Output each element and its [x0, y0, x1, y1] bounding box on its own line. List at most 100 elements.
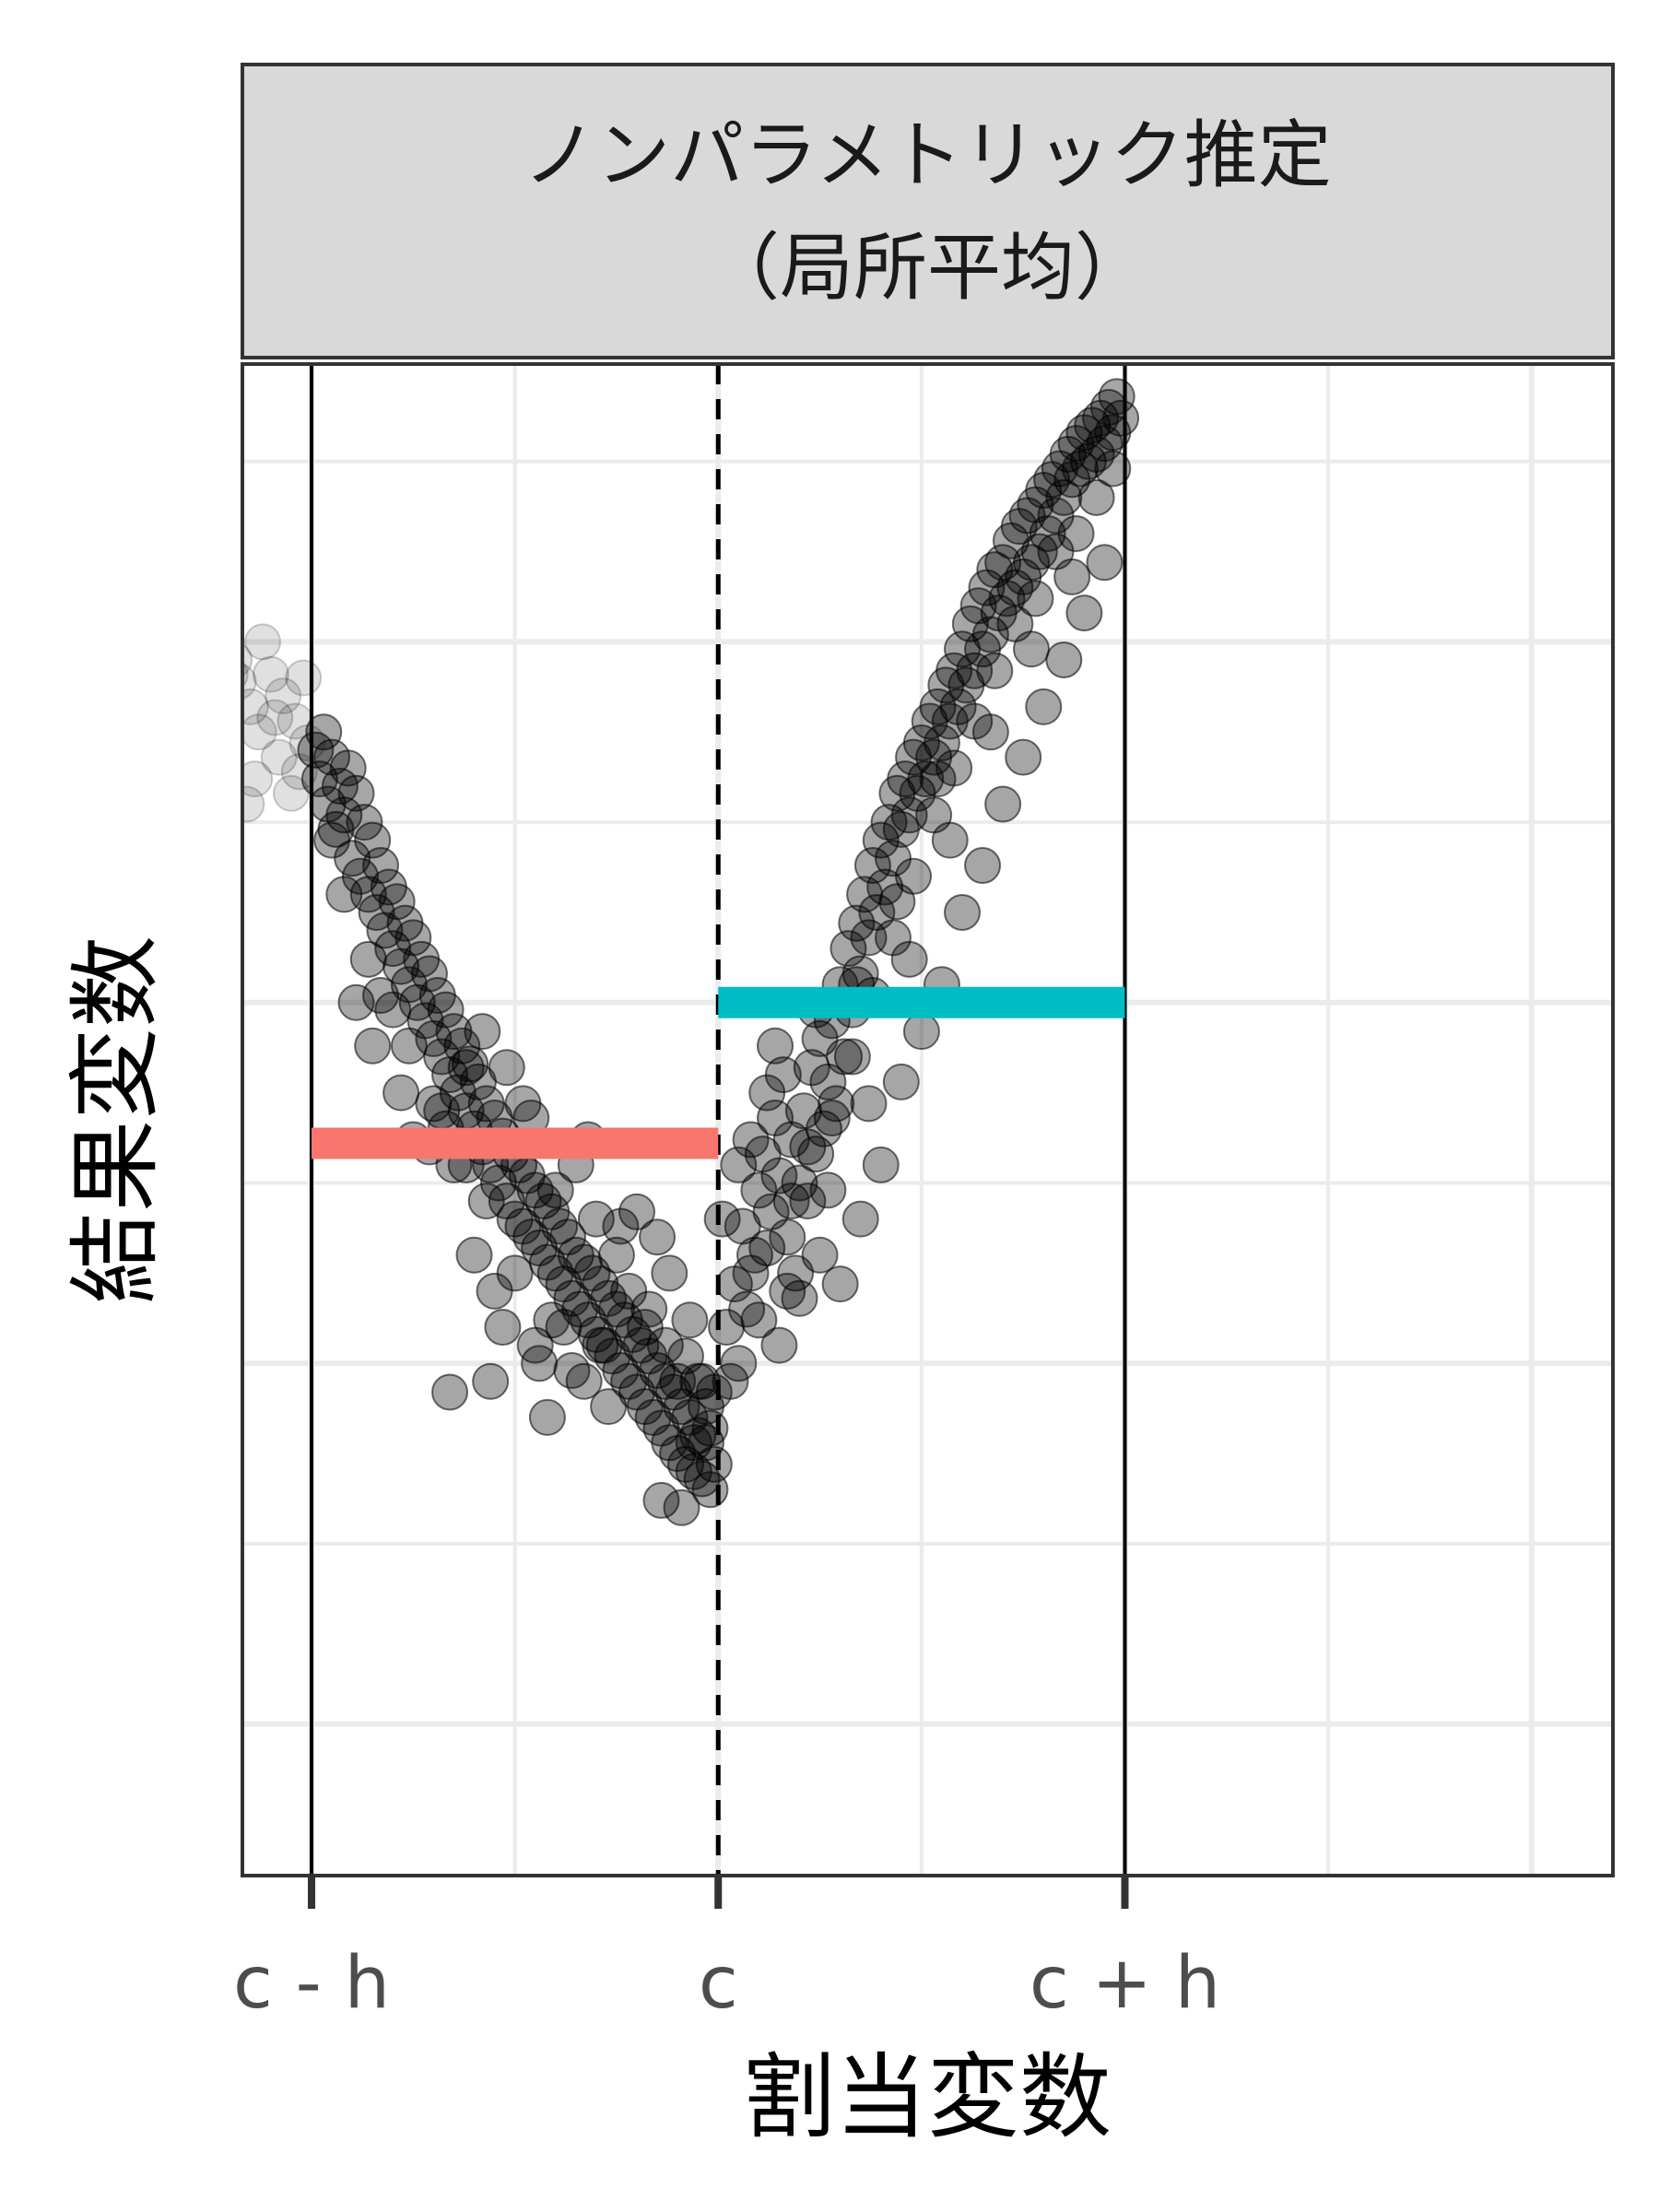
- scatter-point-inside: [838, 904, 876, 942]
- scatter-point-inside: [720, 1345, 758, 1382]
- scatter-point-outside: [168, 722, 203, 757]
- scatter-point-inside: [1045, 478, 1083, 516]
- scatter-point-outside: [159, 667, 194, 702]
- scatter-point-inside: [467, 1182, 505, 1220]
- scatter-point-outside: [139, 661, 174, 696]
- scatter-point-inside: [728, 1290, 766, 1328]
- scatter-point-inside: [931, 821, 969, 859]
- scatter-point-outside: [164, 689, 199, 724]
- scatter-point-outside: [1246, 0, 1281, 31]
- scatter-point-inside: [346, 804, 383, 841]
- scatter-point-inside: [902, 724, 940, 761]
- scatter-point-inside: [362, 976, 400, 1014]
- scatter-point-inside: [651, 1254, 688, 1292]
- scatter-point-inside: [394, 919, 432, 957]
- scatter-point-outside: [152, 642, 187, 677]
- scatter-point-outside: [26, 906, 61, 941]
- scatter-point-outside: [1266, 0, 1301, 35]
- scatter-point-inside: [984, 785, 1022, 823]
- scatter-point-outside: [242, 741, 245, 759]
- scatter-point-outside: [1250, 11, 1285, 46]
- scatter-point-outside: [1290, 0, 1325, 18]
- scatter-point-outside: [103, 750, 138, 785]
- scatter-point-inside: [577, 1200, 615, 1238]
- scatter-point-outside: [29, 920, 65, 955]
- scatter-point-inside: [809, 1171, 847, 1209]
- scatter-point-outside: [1278, 0, 1313, 10]
- scatter-point-outside: [6, 985, 41, 1020]
- scatter-point-outside: [1238, 4, 1273, 39]
- scatter-point-inside: [769, 1272, 806, 1310]
- scatter-point-outside: [1221, 18, 1256, 53]
- scatter-point-inside: [1020, 533, 1058, 571]
- scatter-point-inside: [447, 1049, 485, 1087]
- scatter-point-inside: [349, 940, 387, 978]
- scatter-point-inside: [597, 1236, 635, 1274]
- scatter-point-outside: [1299, 0, 1334, 10]
- scatter-point-outside: [184, 653, 219, 688]
- scatter-point-inside: [866, 868, 904, 906]
- scatter-point-inside: [748, 1229, 786, 1266]
- scatter-point-inside: [536, 1171, 574, 1209]
- scatter-point-outside: [46, 859, 81, 894]
- scatter-point-inside: [902, 1013, 940, 1051]
- scatter-point-inside: [939, 688, 977, 725]
- scatter-point-inside: [732, 1121, 770, 1159]
- scatter-point-outside: [1453, 0, 1488, 10]
- scatter-point-inside: [878, 883, 916, 921]
- scatter-point-inside: [735, 1236, 773, 1274]
- scatter-point-inside: [410, 955, 448, 993]
- scatter-point-inside: [789, 1182, 827, 1220]
- scatter-point-inside: [362, 847, 400, 885]
- x-axis-ticks: c - h c c + h: [233, 1876, 1220, 2025]
- scatter-point-inside: [853, 847, 891, 885]
- scatter-point-outside: [252, 655, 289, 693]
- scatter-point-inside: [618, 1193, 656, 1230]
- scatter-point-inside: [533, 1301, 571, 1339]
- scatter-point-inside: [565, 1362, 603, 1400]
- scatter-point-outside: [242, 688, 269, 725]
- scatter-point-outside: [0, 1021, 32, 1056]
- scatter-point-outside: [260, 738, 298, 776]
- scatter-point-inside: [354, 1027, 392, 1065]
- scatter-point-outside: [1392, 4, 1427, 39]
- scatter-point-outside: [1412, 0, 1447, 28]
- scatter-point-inside: [464, 1013, 501, 1051]
- scatter-point-inside: [545, 1309, 582, 1347]
- scatter-point-inside: [964, 847, 1002, 885]
- plot-panel: [242, 364, 1613, 1876]
- scatter-point-outside: [21, 967, 56, 1002]
- scatter-point-inside: [354, 821, 392, 859]
- scatter-point-outside: [127, 697, 162, 732]
- scatter-point-outside: [0, 1147, 4, 1182]
- reference-lines: [310, 364, 1127, 1876]
- x-tick-label: c: [699, 1942, 738, 2025]
- scatter-point-inside: [956, 652, 994, 689]
- scatter-point-outside: [1, 993, 36, 1028]
- scatter-point-outside: [0, 1123, 20, 1158]
- scatter-point-inside: [971, 713, 1009, 751]
- scatter-point-inside: [1057, 514, 1095, 552]
- facet-title-line-1: ノンパラメトリック推定: [523, 112, 1332, 198]
- x-axis-title: 割当変数: [743, 2043, 1112, 2151]
- scatter-point-outside: [9, 956, 44, 991]
- scatter-point-inside: [1077, 478, 1115, 516]
- scatter-point-outside: [1371, 11, 1406, 46]
- scatter-point-outside: [107, 703, 142, 738]
- scatter-point-inside: [325, 876, 363, 913]
- scatter-point-inside: [813, 1100, 851, 1137]
- scatter-point-inside: [1017, 580, 1054, 618]
- scatter-point-inside: [862, 821, 900, 859]
- scatter-point-outside: [242, 785, 265, 823]
- scatter-point-inside: [582, 1326, 619, 1364]
- scatter-point-inside: [821, 1265, 859, 1303]
- scatter-point-outside: [1307, 0, 1342, 3]
- scatter-point-outside: [63, 787, 98, 822]
- scatter-point-outside: [285, 659, 323, 697]
- scatter-point-inside: [337, 983, 375, 1021]
- x-tick-label: c + h: [1030, 1942, 1220, 2025]
- scatter-point-inside: [1025, 688, 1063, 725]
- scatter-point-outside: [0, 1086, 7, 1121]
- scatter-point-inside: [862, 1146, 900, 1183]
- scatter-point-inside: [712, 1362, 749, 1400]
